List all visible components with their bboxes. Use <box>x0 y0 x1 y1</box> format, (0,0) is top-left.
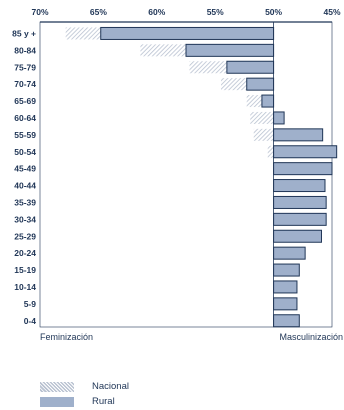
bar-rural <box>273 145 338 159</box>
age-group-label: 70-74 <box>14 79 36 89</box>
bar-nacional <box>253 128 274 141</box>
age-group-label: 75-79 <box>14 62 36 72</box>
legend-swatch-nacional <box>40 382 74 392</box>
bar-rural <box>100 26 275 40</box>
bar-rural <box>273 314 300 328</box>
x-tick-label: 45% <box>323 7 340 17</box>
x-tick-label: 60% <box>148 7 165 17</box>
bar-rural <box>273 229 322 243</box>
bar-nacional <box>250 111 274 124</box>
left-axis-caption: Feminización <box>40 332 93 342</box>
bar-rural <box>273 111 285 125</box>
bar-rural <box>273 280 298 294</box>
x-tick-label: 50% <box>265 7 282 17</box>
legend-label-rural: Rural <box>92 396 115 407</box>
age-group-label: 65-69 <box>14 96 36 106</box>
bar-rural <box>273 179 326 193</box>
age-group-label: 25-29 <box>14 231 36 241</box>
age-group-label: 20-24 <box>14 248 36 258</box>
age-group-label: 80-84 <box>14 45 36 55</box>
age-group-label: 15-19 <box>14 265 36 275</box>
bar-rural <box>261 94 275 108</box>
age-group-label: 40-44 <box>14 181 36 191</box>
bar-rural <box>185 43 275 57</box>
bar-rural <box>226 60 275 74</box>
bar-rural <box>273 162 333 176</box>
bar-nacional <box>267 145 274 158</box>
bar-rural <box>273 297 298 311</box>
x-tick-label: 55% <box>207 7 224 17</box>
age-group-label: 10-14 <box>14 282 36 292</box>
legend-label-nacional: Nacional <box>92 381 129 392</box>
age-group-label: 45-49 <box>14 164 36 174</box>
age-group-label: 5-9 <box>24 299 37 309</box>
age-group-label: 30-34 <box>14 214 36 224</box>
bar-rural <box>273 246 306 260</box>
age-group-label: 85 y + <box>12 28 36 38</box>
legend-swatch-rural <box>40 397 74 407</box>
bar-rural <box>273 212 327 226</box>
age-group-label: 0-4 <box>24 316 37 326</box>
age-group-label: 50-54 <box>14 147 36 157</box>
x-tick-label: 70% <box>31 7 48 17</box>
age-group-label: 60-64 <box>14 113 36 123</box>
bar-rural <box>246 77 275 91</box>
bar-rural <box>273 128 324 142</box>
age-group-label: 55-59 <box>14 130 36 140</box>
bar-rural <box>273 263 300 277</box>
age-group-label: 35-39 <box>14 197 36 207</box>
x-tick-label: 65% <box>90 7 107 17</box>
bar-rural <box>273 195 327 209</box>
right-axis-caption: Masculinización <box>279 332 343 342</box>
